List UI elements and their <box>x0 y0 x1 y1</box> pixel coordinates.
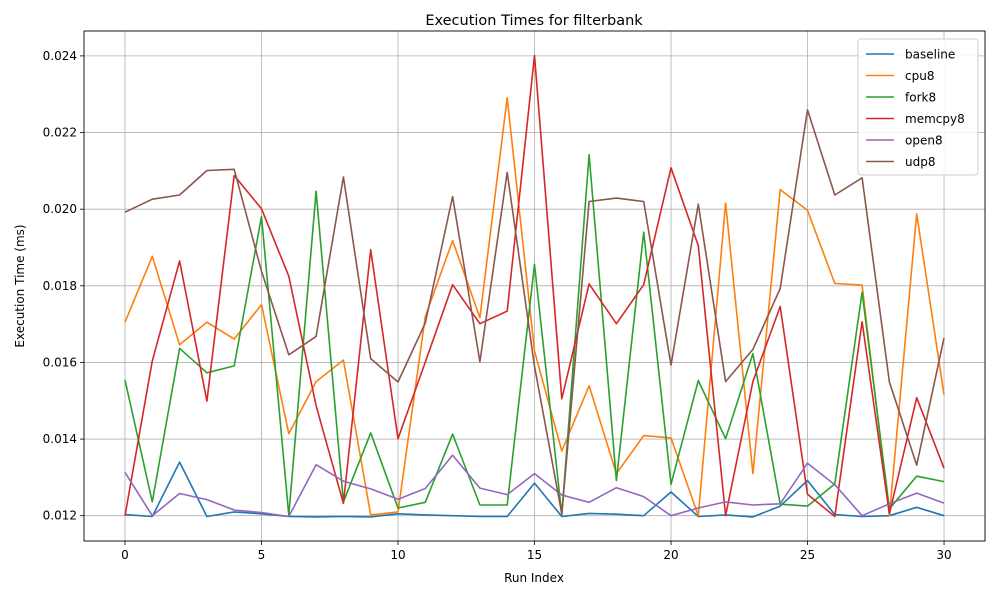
y-tick-label: 0.020 <box>43 202 77 216</box>
x-tick-label: 0 <box>121 548 129 562</box>
y-axis-ticks: 0.012 0.014 0.016 0.018 0.020 0.022 0.024 <box>43 49 84 523</box>
series-line-udp8 <box>124 109 945 515</box>
y-tick-label: 0.022 <box>43 126 77 140</box>
x-tick-label: 10 <box>390 548 405 562</box>
legend-label-open8: open8 <box>905 134 943 148</box>
legend: baseline cpu8 fork8 memcpy8 open8 udp8 <box>857 38 979 176</box>
series-lines <box>124 54 945 518</box>
legend-box <box>857 38 979 176</box>
y-tick-label: 0.024 <box>43 49 77 63</box>
legend-label-memcpy8: memcpy8 <box>905 112 965 126</box>
y-tick-label: 0.014 <box>43 432 77 446</box>
x-axis-label: Run Index <box>504 571 564 585</box>
x-axis-ticks: 0 5 10 15 20 25 30 <box>121 541 952 562</box>
x-tick-label: 30 <box>936 548 951 562</box>
legend-label-fork8: fork8 <box>905 91 936 105</box>
series-line-open8 <box>124 454 945 518</box>
series-line-baseline <box>124 461 945 518</box>
chart-title: Execution Times for filterbank <box>425 13 643 29</box>
series-line-fork8 <box>124 154 945 517</box>
series-line-memcpy8 <box>124 54 945 518</box>
x-tick-label: 20 <box>663 548 678 562</box>
x-tick-label: 5 <box>258 548 266 562</box>
y-tick-label: 0.018 <box>43 279 77 293</box>
x-tick-label: 15 <box>527 548 542 562</box>
y-tick-label: 0.012 <box>43 509 77 523</box>
legend-label-cpu8: cpu8 <box>905 69 934 83</box>
y-axis-label: Execution Time (ms) <box>13 224 27 347</box>
series-line-cpu8 <box>124 96 945 517</box>
legend-label-baseline: baseline <box>905 48 955 62</box>
legend-label-udp8: udp8 <box>905 155 935 169</box>
y-tick-label: 0.016 <box>43 355 77 369</box>
x-tick-label: 25 <box>800 548 815 562</box>
